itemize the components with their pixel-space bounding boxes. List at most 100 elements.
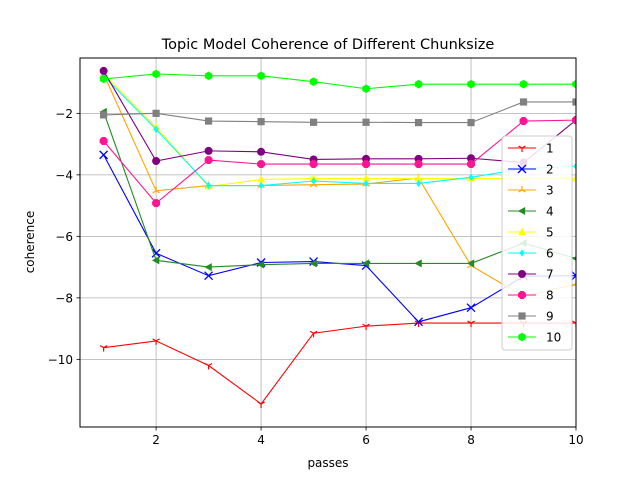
- data-point: [414, 79, 423, 89]
- y-tick-label: −8: [55, 291, 73, 305]
- series-10: [99, 69, 576, 94]
- data-point: [99, 150, 109, 160]
- legend-label: 8: [546, 289, 554, 303]
- legend-marker: [518, 312, 526, 320]
- legend-box: [501, 135, 573, 351]
- legend-entry: 9: [508, 310, 554, 324]
- data-point: [415, 179, 422, 188]
- data-point: [309, 77, 318, 86]
- data-point: [204, 271, 214, 281]
- data-point: [571, 256, 576, 261]
- data-point: [257, 71, 265, 81]
- data-point: [257, 147, 266, 156]
- data-point: [414, 259, 422, 268]
- data-point: [204, 362, 213, 370]
- data-point: [205, 182, 212, 190]
- x-tick-label: 10: [568, 433, 583, 447]
- legend-marker: [517, 207, 526, 215]
- data-point: [258, 182, 264, 190]
- legend-entry: 4: [508, 205, 554, 219]
- data-point: [152, 199, 161, 208]
- data-point: [204, 117, 213, 125]
- series-8: [99, 116, 576, 208]
- legend-entry: 8: [508, 289, 554, 303]
- data-point: [414, 317, 423, 327]
- data-point: [467, 154, 476, 163]
- legend-entry: 7: [508, 268, 554, 282]
- data-point: [467, 118, 475, 127]
- series-line: [103, 73, 576, 297]
- legend-marker: [518, 186, 526, 193]
- x-axis-label: passes: [307, 456, 348, 470]
- legend-marker: [518, 332, 526, 342]
- legend-label: 9: [546, 310, 554, 324]
- y-tick-label: −2: [55, 107, 73, 121]
- data-point: [256, 260, 265, 269]
- data-point: [99, 345, 108, 352]
- legend-entry: 5: [508, 226, 554, 240]
- series-line: [103, 322, 576, 405]
- legend-marker: [518, 227, 526, 235]
- series-line: [103, 111, 576, 268]
- data-point: [257, 160, 266, 169]
- x-tick-label: 2: [152, 433, 160, 447]
- data-point: [204, 146, 213, 155]
- legend-label: 7: [546, 268, 554, 282]
- data-point: [571, 271, 576, 281]
- series-line: [103, 101, 576, 124]
- data-point: [466, 303, 476, 313]
- data-point: [361, 259, 370, 268]
- legend-label: 4: [546, 205, 554, 219]
- data-point: [257, 401, 265, 408]
- legend-marker: [518, 270, 526, 278]
- legend-entry: 3: [508, 184, 554, 198]
- series-line: [103, 75, 576, 187]
- legend-marker: [519, 249, 525, 257]
- y-tick-label: −4: [55, 168, 73, 182]
- legend-label: 3: [546, 184, 554, 198]
- data-point: [310, 177, 317, 185]
- data-point: [204, 263, 212, 272]
- legend-entry: 6: [508, 247, 554, 261]
- data-point: [467, 320, 475, 328]
- data-point: [572, 320, 576, 328]
- x-tick-label: 8: [467, 433, 475, 447]
- legend-label: 6: [546, 247, 554, 261]
- data-point: [466, 259, 475, 268]
- legend-marker: [518, 145, 526, 152]
- data-point: [309, 118, 318, 126]
- legend: 1 2 3 4 5 6 7 8 9 10: [501, 135, 573, 351]
- data-point: [309, 160, 318, 169]
- data-point: [204, 156, 213, 165]
- legend-entry: 10: [508, 331, 561, 345]
- data-point: [99, 74, 108, 84]
- data-point: [153, 125, 159, 133]
- data-point: [362, 160, 371, 169]
- chart-title: Topic Model Coherence of Different Chunk…: [161, 37, 495, 53]
- legend-label: 2: [546, 163, 554, 177]
- data-point: [519, 79, 528, 89]
- data-point: [257, 118, 265, 126]
- data-point: [100, 111, 108, 119]
- data-point: [414, 160, 423, 169]
- data-point: [572, 79, 576, 89]
- data-point: [572, 280, 576, 287]
- data-point: [414, 174, 423, 182]
- legend-entry: 2: [508, 163, 554, 177]
- data-point: [362, 323, 370, 331]
- series-line: [103, 70, 576, 164]
- legend-entry: 1: [508, 142, 554, 156]
- data-point: [99, 137, 108, 145]
- data-point: [573, 162, 576, 170]
- data-point: [151, 256, 160, 265]
- data-point: [152, 69, 160, 79]
- data-point: [363, 179, 369, 188]
- data-point: [309, 259, 317, 268]
- plot-frame: [79, 57, 577, 428]
- data-point: [309, 330, 318, 338]
- data-point: [467, 160, 475, 169]
- data-point: [152, 338, 160, 345]
- data-point: [414, 118, 423, 127]
- x-tick-label: 6: [362, 433, 370, 447]
